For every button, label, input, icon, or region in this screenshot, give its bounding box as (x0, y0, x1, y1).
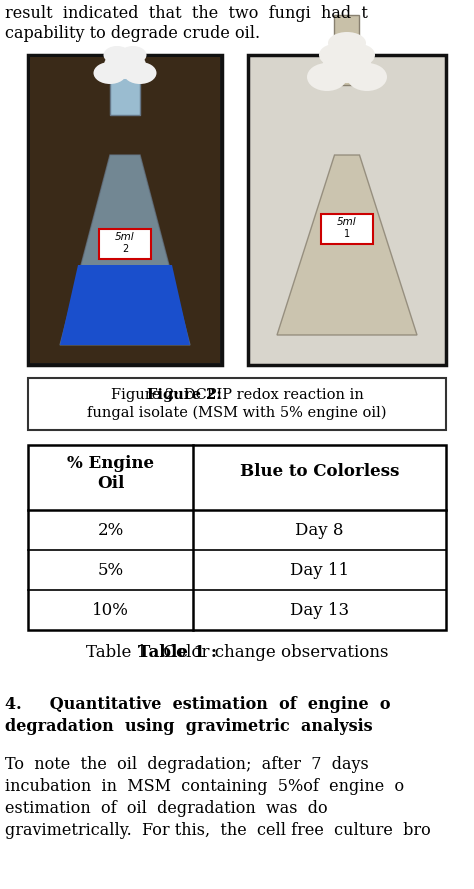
Ellipse shape (347, 63, 387, 91)
Polygon shape (60, 155, 190, 345)
Text: Blue to Colorless: Blue to Colorless (240, 463, 399, 480)
Bar (28, 55, 222, 365)
FancyBboxPatch shape (99, 229, 151, 259)
Text: Figure 2:: Figure 2: (146, 388, 221, 402)
Text: Day 13: Day 13 (290, 602, 349, 619)
Text: result  indicated  that  the  two  fungi  had  t: result indicated that the two fungi had … (5, 5, 368, 22)
Bar (110, 75, 140, 115)
Text: 5ml: 5ml (337, 217, 357, 227)
Bar (28, 445, 446, 630)
Ellipse shape (343, 44, 375, 66)
Ellipse shape (328, 32, 366, 54)
Text: 5%: 5% (98, 562, 124, 579)
Bar (248, 55, 446, 365)
Ellipse shape (104, 51, 146, 79)
Text: 10%: 10% (92, 602, 129, 619)
Text: 2: 2 (122, 244, 128, 254)
Text: 1: 1 (344, 229, 350, 239)
Text: Figure 2: DCPIP redox reaction in: Figure 2: DCPIP redox reaction in (110, 388, 364, 402)
Ellipse shape (319, 44, 351, 66)
Text: capability to degrade crude oil.: capability to degrade crude oil. (5, 25, 260, 42)
Ellipse shape (307, 63, 347, 91)
Bar (335, 15, 359, 85)
Ellipse shape (119, 46, 146, 64)
Text: % Engine: % Engine (67, 455, 154, 472)
Text: gravimetrically.  For this,  the  cell free  culture  bro: gravimetrically. For this, the cell free… (5, 822, 431, 839)
FancyBboxPatch shape (321, 214, 373, 244)
Text: degradation  using  gravimetric  analysis: degradation using gravimetric analysis (5, 718, 373, 735)
Text: Oil: Oil (97, 475, 124, 492)
Ellipse shape (103, 46, 130, 64)
Text: Day 11: Day 11 (290, 562, 349, 579)
Text: To  note  the  oil  degradation;  after  7  days: To note the oil degradation; after 7 day… (5, 756, 369, 773)
Text: estimation  of  oil  degradation  was  do: estimation of oil degradation was do (5, 800, 328, 817)
Text: Table 1 : Color change observations: Table 1 : Color change observations (86, 644, 388, 661)
Text: incubation  in  MSM  containing  5%of  engine  o: incubation in MSM containing 5%of engine… (5, 778, 404, 795)
Text: Day 8: Day 8 (295, 522, 344, 539)
Text: 2%: 2% (97, 522, 124, 539)
Polygon shape (60, 265, 190, 345)
Text: fungal isolate (MSM with 5% engine oil): fungal isolate (MSM with 5% engine oil) (87, 406, 387, 420)
Text: 5ml: 5ml (115, 232, 135, 242)
Text: 4.     Quantitative  estimation  of  engine  o: 4. Quantitative estimation of engine o (5, 696, 391, 713)
Bar (30, 57, 220, 363)
Text: Table 1 :: Table 1 : (138, 644, 217, 661)
Polygon shape (277, 155, 417, 335)
Ellipse shape (322, 51, 372, 83)
Ellipse shape (93, 62, 127, 84)
Bar (28, 378, 446, 430)
Ellipse shape (124, 62, 156, 84)
